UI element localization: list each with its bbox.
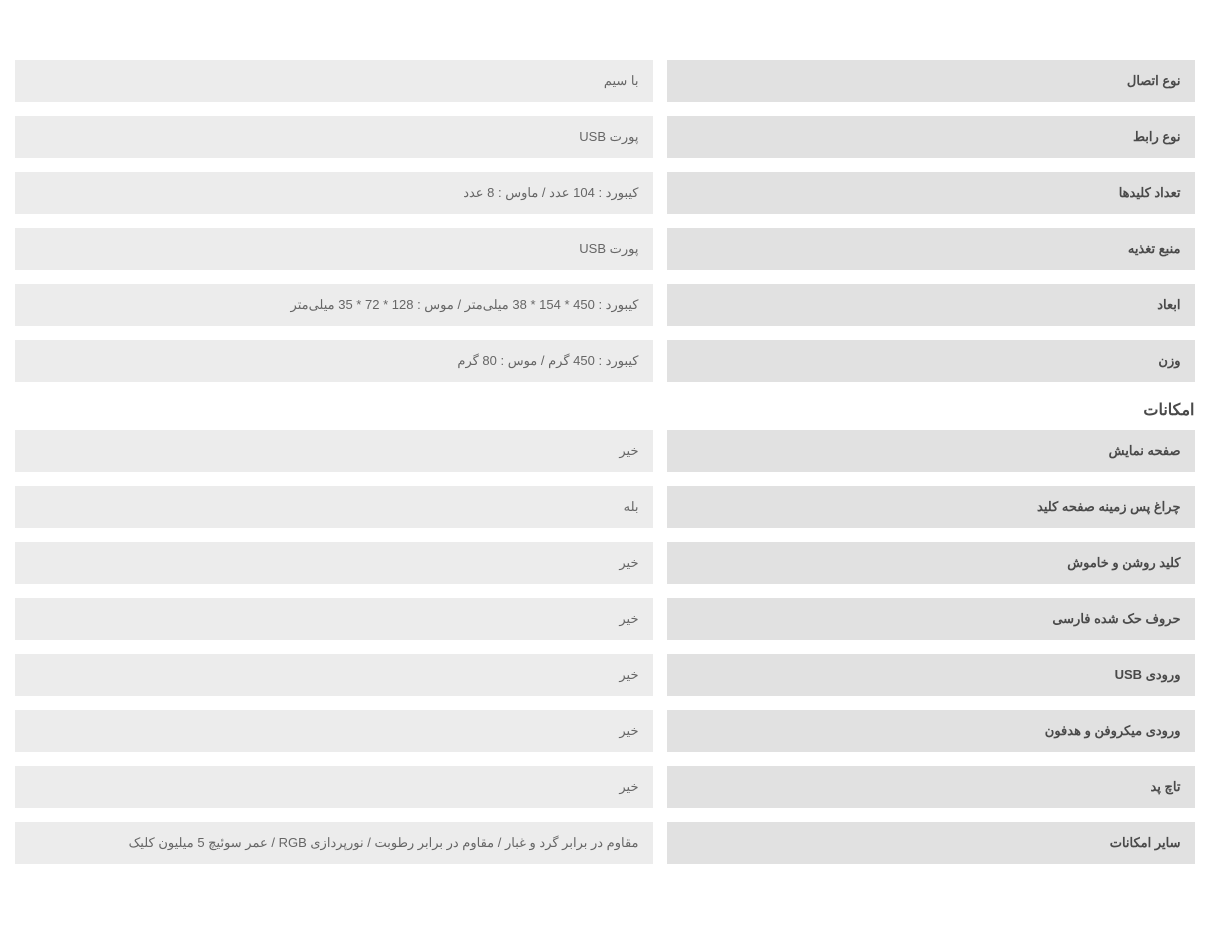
spec-label: ورودی میکروفن و هدفون [667, 710, 1195, 752]
spec-value: کیبورد : 104 عدد / ماوس : 8 عدد [15, 172, 653, 214]
spec-row: حروف حک شده فارسی خیر [15, 598, 1195, 640]
spec-row: ابعاد کیبورد : 450 * 154 * 38 میلی‌متر / … [15, 284, 1195, 326]
spec-label: چراغ پس زمینه صفحه کلید [667, 486, 1195, 528]
spec-row: کلید روشن و خاموش خیر [15, 542, 1195, 584]
specs-container: نوع اتصال با سیم نوع رابط پورت USB تعداد کلی… [15, 60, 1195, 864]
spec-label: وزن [667, 340, 1195, 382]
spec-label: ابعاد [667, 284, 1195, 326]
spec-label: ورودی USB [667, 654, 1195, 696]
spec-value: خیر [15, 654, 653, 696]
spec-value: پورت USB [15, 228, 653, 270]
spec-label: نوع اتصال [667, 60, 1195, 102]
spec-label: نوع رابط [667, 116, 1195, 158]
spec-row: ورودی USB خیر [15, 654, 1195, 696]
spec-row: نوع رابط پورت USB [15, 116, 1195, 158]
spec-value: مقاوم در برابر گرد و غبار / مقاوم در برا… [15, 822, 653, 864]
spec-row: تعداد کلیدها کیبورد : 104 عدد / ماوس : 8 … [15, 172, 1195, 214]
spec-value: خیر [15, 542, 653, 584]
spec-label: سایر امکانات [667, 822, 1195, 864]
spec-value: خیر [15, 430, 653, 472]
spec-row: چراغ پس زمینه صفحه کلید بله [15, 486, 1195, 528]
spec-value: با سیم [15, 60, 653, 102]
spec-row: سایر امکانات مقاوم در برابر گرد و غبار / … [15, 822, 1195, 864]
spec-value: کیبورد : 450 * 154 * 38 میلی‌متر / موس :… [15, 284, 653, 326]
spec-value: خیر [15, 598, 653, 640]
spec-label: تعداد کلیدها [667, 172, 1195, 214]
spec-value: پورت USB [15, 116, 653, 158]
spec-value: کیبورد : 450 گرم / موس : 80 گرم [15, 340, 653, 382]
spec-row: وزن کیبورد : 450 گرم / موس : 80 گرم [15, 340, 1195, 382]
spec-label: کلید روشن و خاموش [667, 542, 1195, 584]
spec-label: حروف حک شده فارسی [667, 598, 1195, 640]
spec-label: صفحه نمایش [667, 430, 1195, 472]
spec-label: تاچ پد [667, 766, 1195, 808]
spec-row: نوع اتصال با سیم [15, 60, 1195, 102]
spec-value: خیر [15, 710, 653, 752]
spec-value: خیر [15, 766, 653, 808]
spec-value: بله [15, 486, 653, 528]
spec-row: صفحه نمایش خیر [15, 430, 1195, 472]
spec-row: ورودی میکروفن و هدفون خیر [15, 710, 1195, 752]
spec-row: تاچ پد خیر [15, 766, 1195, 808]
spec-row: منبع تغذیه پورت USB [15, 228, 1195, 270]
section-title: امکانات [15, 400, 1195, 420]
spec-label: منبع تغذیه [667, 228, 1195, 270]
